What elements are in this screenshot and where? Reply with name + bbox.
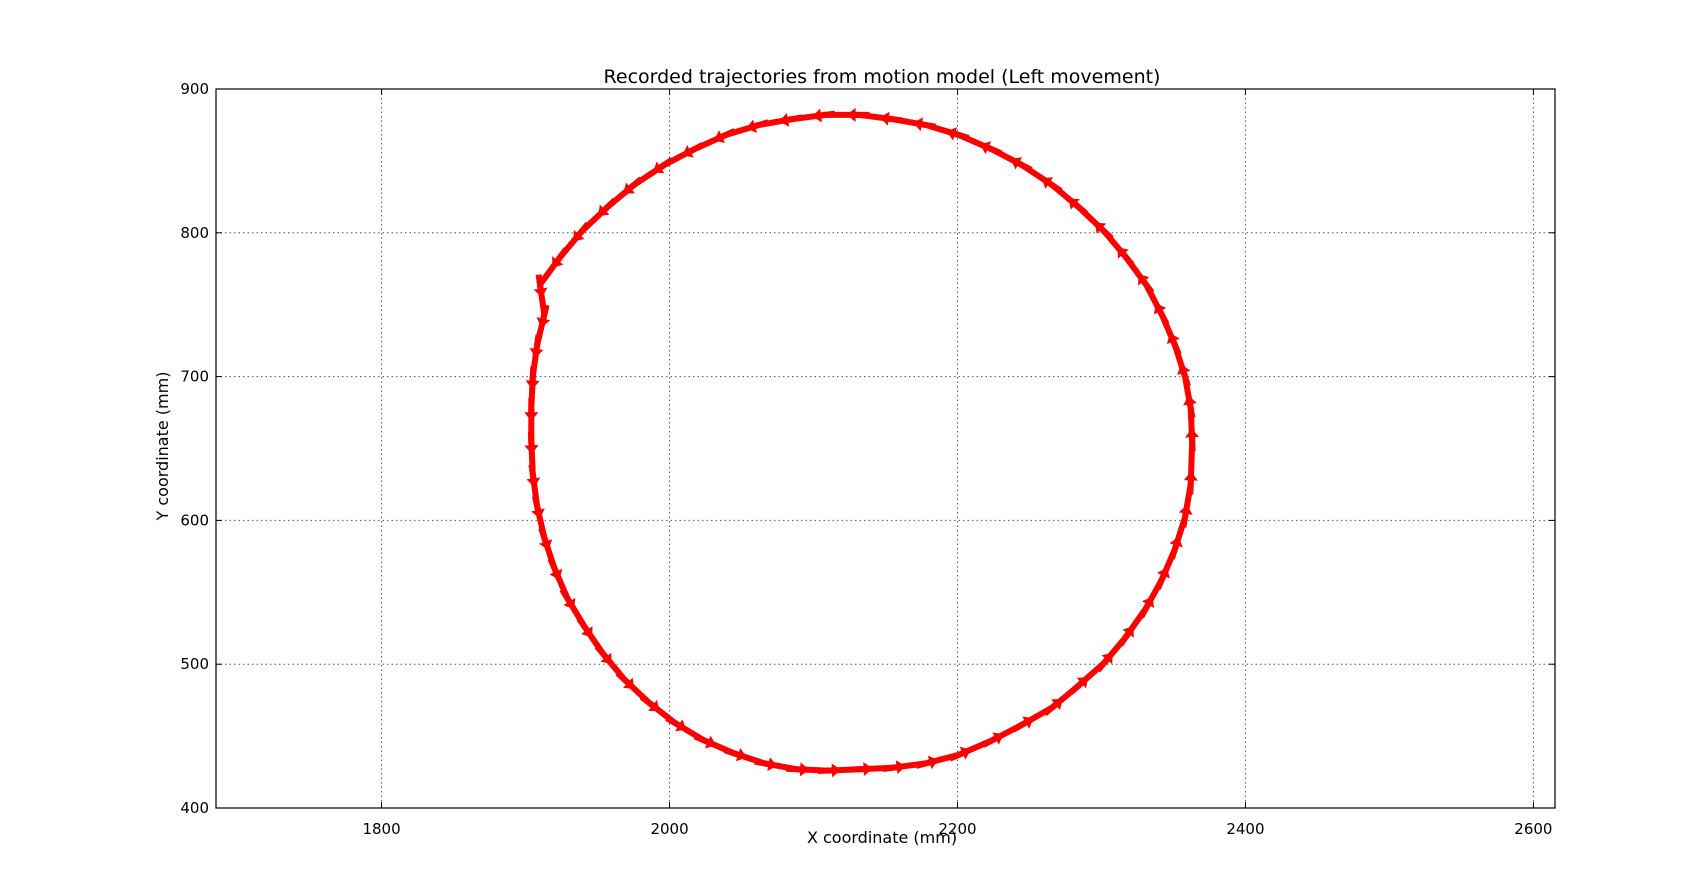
- trajectory-arrow: [948, 746, 971, 762]
- trajectory-arrow: [846, 107, 870, 122]
- y-tick-label: 700: [180, 368, 209, 386]
- x-tick-label: 1800: [362, 820, 400, 838]
- trajectory-arrow: [1095, 652, 1113, 673]
- trajectory-arrow: [912, 117, 937, 132]
- trajectory-arrow: [693, 733, 717, 749]
- trajectory-arrow: [524, 431, 539, 455]
- trajectory-arrow: [1185, 428, 1200, 452]
- trajectory-arrow: [1183, 471, 1198, 495]
- trajectory-arrow: [552, 247, 569, 268]
- trajectory-arrow: [1094, 222, 1114, 241]
- x-tick-label: 2600: [1514, 820, 1552, 838]
- trajectory-arrow: [559, 587, 576, 610]
- plot-frame: [215, 88, 1556, 809]
- trajectory-arrow: [538, 527, 553, 551]
- trajectory-arrow: [1068, 677, 1089, 695]
- trajectory-series: [524, 107, 1200, 778]
- y-tick-label: 900: [180, 80, 209, 98]
- x-tick-label: 2000: [650, 820, 688, 838]
- x-axis-title: X coordinate (mm): [807, 828, 957, 847]
- trajectory-arrow: [1117, 247, 1135, 267]
- trajectory-arrow: [1166, 333, 1182, 356]
- trajectory-arrow: [615, 670, 635, 689]
- trajectory-arrow: [980, 141, 1003, 157]
- trajectory-arrow: [1183, 395, 1197, 419]
- y-tick-label: 600: [180, 511, 209, 529]
- trajectory-arrow: [723, 747, 747, 762]
- grid-lines: [216, 88, 1555, 809]
- trajectory-arrow: [754, 757, 778, 772]
- trajectory-arrow: [1041, 177, 1063, 194]
- trajectory-arrow: [1169, 536, 1183, 560]
- trajectory-arrow: [1138, 274, 1155, 295]
- trajectory-arrow: [639, 694, 660, 711]
- trajectory-arrow: [547, 557, 563, 580]
- y-axis-title: Y coordinate (mm): [153, 372, 172, 522]
- trajectory-arrow: [594, 644, 612, 665]
- trajectory-arrow: [1068, 198, 1089, 216]
- trajectory-arrow: [812, 108, 836, 123]
- trajectory-arrow: [1138, 596, 1155, 619]
- trajectory-arrow: [1155, 567, 1170, 590]
- trajectory-line: [528, 111, 1196, 774]
- trajectory-arrow: [576, 616, 593, 638]
- trajectory-arrow: [1178, 504, 1193, 528]
- trajectory-arrow: [946, 127, 970, 141]
- trajectory-arrow: [652, 157, 674, 174]
- trajectory-arrow: [1117, 626, 1134, 647]
- trajectory-arrow: [981, 732, 1004, 748]
- trajectory-arrow: [817, 763, 841, 778]
- trajectory-arrow: [779, 112, 803, 127]
- trajectory-arrow: [746, 119, 770, 133]
- trajectory-arrow: [682, 142, 705, 158]
- trajectory-arrow: [525, 366, 540, 390]
- trajectory-arrow: [536, 304, 551, 328]
- trajectory-arrow: [531, 495, 545, 519]
- x-tick-label: 2200: [938, 820, 976, 838]
- trajectory-arrow: [1012, 716, 1034, 733]
- axis-ticks: 1800 2000 2200 2400 2600 400 500 600 700 800 900: [180, 80, 1555, 838]
- trajectory-arrow: [533, 274, 548, 298]
- y-tick-label: 400: [180, 799, 209, 817]
- y-tick-label: 500: [180, 655, 209, 673]
- trajectory-arrow: [849, 762, 873, 777]
- trajectory-arrow: [1177, 364, 1191, 388]
- trajectory-arrow: [1010, 157, 1033, 173]
- trajectory-arrow: [915, 755, 939, 770]
- trajectory-arrow: [879, 111, 904, 126]
- trajectory-arrow: [713, 128, 737, 144]
- trajectory-arrow: [529, 334, 544, 358]
- trajectory-arrow: [882, 760, 906, 775]
- x-tick-label: 2400: [1226, 820, 1264, 838]
- trajectory-arrow: [665, 715, 687, 732]
- trajectory-arrow: [526, 464, 541, 488]
- y-tick-label: 800: [180, 224, 209, 242]
- trajectory-arrow: [573, 221, 591, 242]
- chart-title: Recorded trajectories from motion model …: [604, 66, 1161, 88]
- trajectory-arrow: [623, 176, 644, 194]
- trajectory-arrow: [598, 197, 617, 216]
- trajectory-arrow: [1042, 698, 1063, 717]
- trajectory-arrow: [524, 398, 539, 422]
- trajectory-arrow: [1153, 303, 1170, 326]
- trajectory-arrow: [786, 762, 810, 777]
